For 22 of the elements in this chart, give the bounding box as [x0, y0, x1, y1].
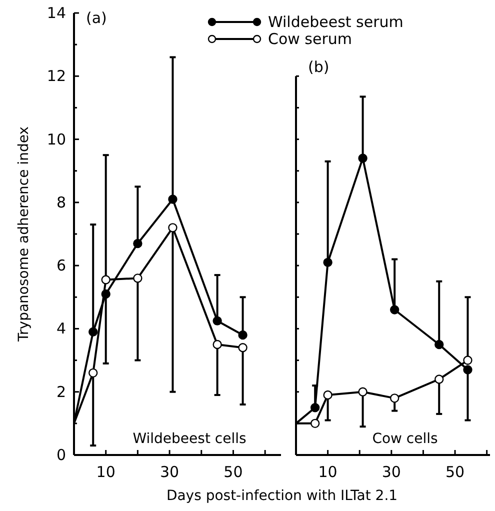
y-tick-label: 14 — [46, 4, 66, 22]
x-tick-label: 30 — [382, 463, 401, 481]
y-tick-label: 8 — [56, 193, 66, 212]
x-tick-label: 50 — [445, 463, 465, 481]
annotation: Cow cells — [372, 431, 438, 447]
x-tick-label: 50 — [224, 463, 243, 481]
x-tick-label: 10 — [96, 463, 116, 481]
legend-label: Cow serum — [268, 30, 352, 48]
annotation: Wildebeest cells — [132, 431, 246, 447]
legend-label: Wildebeest serum — [268, 13, 404, 31]
y-tick-label: 4 — [56, 320, 66, 338]
y-tick-label: 0 — [56, 446, 66, 464]
text: (b) — [308, 58, 330, 76]
y-axis-title: Trypanosome adherence index — [16, 126, 32, 342]
x-axis-title: Days post-infection with ILTat 2.1 — [166, 488, 398, 504]
y-tick-label: 10 — [46, 130, 66, 148]
chart-title: (a) — [86, 9, 107, 27]
y-tick-label: 2 — [56, 382, 66, 401]
x-tick-label: 30 — [160, 463, 180, 481]
y-tick-label: 6 — [56, 256, 66, 275]
x-tick-label: 10 — [318, 463, 338, 481]
y-tick-label: 12 — [46, 67, 66, 86]
